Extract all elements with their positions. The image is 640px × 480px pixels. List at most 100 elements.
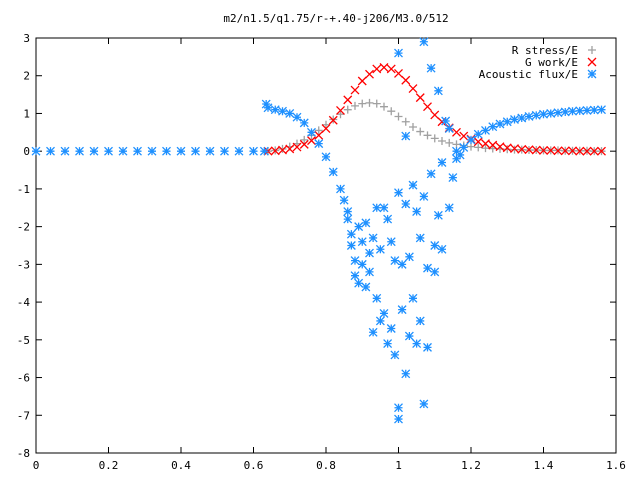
data-point — [495, 119, 505, 129]
x-tick-label: 0.6 — [244, 459, 264, 472]
data-point — [314, 126, 323, 135]
data-point — [205, 146, 215, 156]
data-point — [575, 106, 585, 116]
plot-frame — [35, 37, 617, 454]
data-point — [307, 127, 316, 137]
data-point — [503, 145, 512, 154]
data-point — [423, 131, 432, 140]
data-point — [539, 145, 548, 155]
y-tick-label: -2 — [17, 221, 30, 234]
data-point — [343, 95, 353, 105]
data-point — [401, 117, 410, 126]
data-point — [510, 145, 519, 154]
data-point — [361, 282, 371, 292]
data-point — [336, 105, 345, 115]
data-point — [372, 293, 382, 303]
data-point — [365, 267, 374, 277]
data-point — [430, 241, 440, 250]
data-point — [278, 144, 287, 153]
data-point — [249, 146, 258, 156]
data-point — [263, 103, 273, 113]
data-point — [379, 308, 389, 318]
data-point — [444, 203, 454, 213]
data-point — [597, 105, 606, 115]
data-point — [118, 146, 128, 156]
data-point — [386, 64, 396, 74]
data-point — [419, 37, 429, 47]
data-point — [322, 120, 330, 129]
data-point — [336, 184, 345, 194]
data-point — [351, 101, 359, 110]
data-point — [426, 63, 436, 73]
data-point — [46, 146, 55, 156]
data-point — [343, 207, 353, 217]
y-tick-label: 0 — [23, 145, 30, 158]
data-point — [372, 64, 382, 74]
data-point — [404, 331, 414, 341]
x-tick-label: 0 — [33, 459, 40, 472]
data-point — [346, 229, 356, 239]
data-point — [517, 113, 527, 123]
data-point — [307, 136, 316, 146]
data-point — [379, 203, 389, 213]
data-point — [416, 127, 425, 136]
data-point — [445, 138, 454, 147]
x-tick-label: 1.2 — [461, 459, 481, 472]
data-point — [423, 342, 432, 352]
data-point — [546, 145, 556, 155]
data-point — [408, 84, 418, 94]
data-point — [568, 106, 577, 116]
data-point — [459, 131, 469, 141]
data-point — [372, 203, 382, 213]
data-point — [394, 112, 403, 121]
data-point — [415, 233, 425, 243]
data-point — [321, 124, 331, 134]
data-point — [597, 146, 606, 156]
data-point — [270, 105, 280, 115]
data-point — [321, 152, 331, 162]
data-point — [437, 117, 447, 127]
data-point — [419, 399, 429, 409]
data-point — [162, 146, 171, 156]
data-point — [481, 139, 490, 149]
data-point — [261, 99, 271, 109]
data-point — [589, 105, 599, 115]
legend-marker — [588, 46, 596, 54]
data-point — [412, 339, 422, 349]
data-point — [390, 350, 400, 360]
data-point — [409, 123, 417, 132]
data-point — [365, 248, 374, 258]
data-point — [285, 144, 295, 154]
data-point — [278, 106, 287, 116]
data-point — [336, 110, 345, 119]
data-point — [582, 146, 592, 156]
data-point — [357, 76, 367, 86]
legend-label: R stress/E — [512, 44, 578, 57]
data-point — [539, 109, 548, 119]
data-point — [488, 122, 498, 132]
tick-group: 0 0.2 0.4 0.6 0.8 1 1.2 1.4 1.6 3 2 1 0 -1 -2 -3 -4 -5 -6 -… — [17, 32, 626, 472]
data-point — [234, 146, 244, 156]
y-tick-label: -3 — [17, 258, 30, 271]
data-point — [357, 259, 367, 269]
data-point — [176, 146, 186, 156]
series-layer — [31, 37, 606, 424]
data-point — [466, 135, 476, 145]
legend-marker — [587, 57, 597, 67]
data-point — [433, 86, 443, 96]
data-point — [383, 214, 393, 224]
data-point — [531, 145, 541, 155]
data-point — [387, 107, 396, 116]
data-point — [394, 414, 403, 424]
data-point — [473, 129, 483, 139]
data-point — [383, 339, 393, 349]
data-point — [430, 110, 440, 120]
data-point — [430, 134, 439, 143]
chart-title: m2/n1.5/q1.75/r-+.40-j206/M3.0/512 — [223, 12, 448, 25]
data-point — [365, 69, 374, 79]
data-point — [358, 99, 367, 108]
data-point — [437, 158, 447, 167]
data-point — [524, 112, 534, 121]
data-point — [473, 137, 483, 147]
